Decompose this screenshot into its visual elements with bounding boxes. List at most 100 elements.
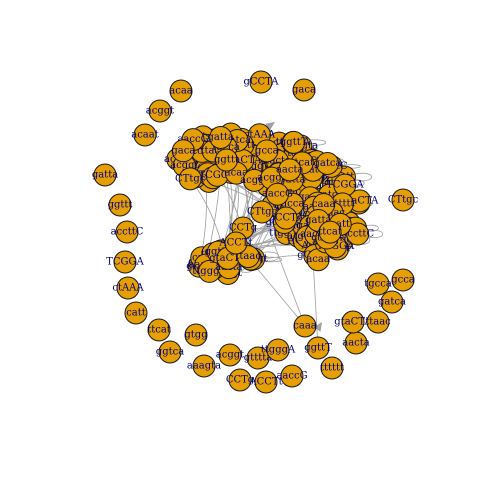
node-label: tttttt [320, 363, 344, 374]
node-circle [341, 310, 365, 334]
node-circle [266, 338, 290, 362]
isolated-node: gaca [292, 78, 316, 102]
node-label: gtgg [184, 330, 208, 341]
node-label: gatta [207, 132, 233, 143]
node-label: ctAAA [244, 129, 276, 140]
node-circle [158, 340, 182, 364]
node-circle [292, 78, 316, 102]
cluster-node: aaccG [262, 182, 293, 206]
node-label: CTtgc [175, 173, 206, 184]
isolated-node: acaa [169, 79, 193, 103]
cluster-node: aacta [276, 158, 304, 182]
node-circle [306, 336, 330, 360]
node-circle [133, 123, 157, 147]
isolated-node: catt [124, 301, 148, 325]
node-label: accttC [341, 229, 374, 240]
node-circle [171, 139, 195, 163]
isolated-node: CCTg [226, 368, 255, 392]
node-label: gcca [281, 199, 305, 210]
node-circle [254, 370, 278, 394]
node-circle [346, 222, 370, 246]
node-circle [315, 151, 339, 175]
node-label: ggttT [280, 137, 308, 148]
isolated-node: tgcca [364, 272, 392, 296]
cluster-node: CTtgc [175, 167, 206, 191]
node-circle [148, 99, 172, 123]
isolated-node: gtgg [184, 323, 208, 347]
cluster-node: accttC [341, 222, 374, 246]
isolated-node: aacta [342, 331, 370, 355]
node-label: gtaCTA [209, 253, 247, 264]
cluster-node: gCCTA [268, 206, 304, 230]
node-label: caaa [312, 199, 336, 210]
node-label: acggt [170, 160, 198, 171]
node-circle [282, 130, 306, 154]
node-label: acaa [225, 168, 249, 179]
node-label: ggttt [214, 155, 239, 166]
node-label: tgcca [364, 279, 392, 290]
cluster-node: gatta [207, 125, 234, 149]
anchor-node: ACCTt [218, 231, 253, 255]
cluster-node: ggttt [214, 148, 239, 172]
isolated-node: gtttta [244, 346, 272, 370]
node-circle [169, 79, 193, 103]
node-label: ttcat [147, 325, 171, 336]
node-label: ggttT [304, 343, 332, 354]
isolated-node: ggttt [108, 193, 133, 217]
cluster-node: ggttT [280, 130, 308, 154]
node-circle [280, 364, 304, 388]
cluster-node: gcca [255, 139, 279, 163]
isolated-node: ctAAA [112, 276, 144, 300]
node-circle [228, 368, 252, 392]
isolated-node: acaat [131, 123, 159, 147]
node-circle [224, 231, 248, 255]
node-circle [318, 220, 342, 244]
node-label: acaat [131, 130, 159, 141]
node-label: gtaCTA [334, 317, 372, 328]
isolated-node: ggtca [156, 340, 184, 364]
isolated-node: ggttT [304, 336, 332, 360]
node-label: ttaac [200, 145, 226, 156]
node-label: TCGGA [106, 257, 144, 268]
node-label: aaagta [187, 361, 221, 372]
node-circle [93, 163, 117, 187]
node-circle [391, 268, 415, 292]
node-label: gatca [314, 158, 342, 169]
node-label: caaa [293, 321, 317, 332]
node-label: aaccG [300, 229, 331, 240]
node-label: acggt [216, 350, 244, 361]
node-circle [115, 220, 139, 244]
node-circle [108, 193, 132, 217]
node-label: ttgggA [192, 266, 227, 277]
isolated-node: accttC [111, 220, 144, 244]
node-circle [250, 200, 274, 224]
isolated-node: ttaac [365, 310, 391, 334]
node-circle [116, 276, 140, 300]
node-label: gcca [261, 200, 285, 211]
node-label: aaccG [262, 189, 293, 200]
node-label: tgcca [285, 186, 313, 197]
isolated-node: caaa [293, 314, 317, 338]
node-label: gCCTA [268, 213, 304, 224]
node-label: ggtca [156, 347, 184, 358]
node-circle [265, 182, 289, 206]
isolated-node: ACCTt [248, 370, 283, 394]
graph-edge [261, 211, 306, 327]
node-label: gcca [391, 275, 415, 286]
isolated-node: acggt [146, 99, 174, 123]
node-label: ttcat [318, 227, 342, 238]
node-label: catt [303, 165, 323, 176]
node-label: CTtgc [388, 195, 419, 206]
node-label: TCGGA [198, 170, 236, 181]
node-circle [366, 310, 390, 334]
cluster-node: gaca [171, 139, 195, 163]
node-label: TCGGA [317, 241, 355, 252]
cluster-node: gatca [314, 151, 342, 175]
node-label: catt [330, 219, 350, 230]
node-label: ggttt [108, 200, 133, 211]
node-circle [218, 343, 242, 367]
node-circle [274, 206, 298, 230]
node-circle [320, 356, 344, 380]
node-label: gCCTA [243, 77, 279, 88]
